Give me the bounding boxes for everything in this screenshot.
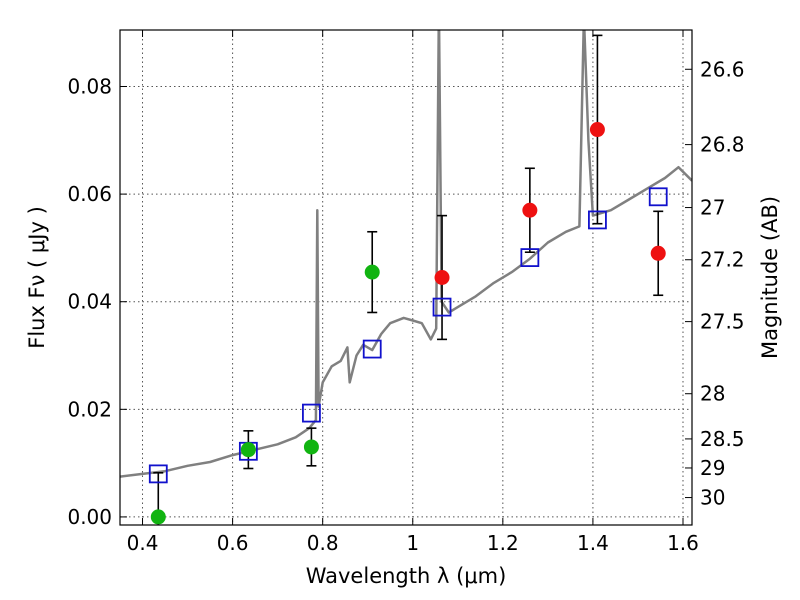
observed-point-green [240,442,256,458]
y-axis-label: Flux Fν ( μJy ) [25,206,49,349]
x-tick-label: 1.2 [487,531,519,555]
x-axis-label: Wavelength λ (μm) [306,564,507,588]
x-tick-label: 0.8 [307,531,339,555]
observed-point-red [522,202,538,218]
data-markers [148,34,668,525]
y2-axis-label: Magnitude (AB) [758,196,782,359]
model-point [302,403,321,423]
x-tick-label: 1.4 [577,531,609,555]
observed-point-red [589,122,605,138]
model-point [520,248,540,267]
observed-point-green [303,439,319,455]
x-tick-label: 1 [406,531,419,555]
y-tick-label: 0.02 [67,397,112,421]
y-tick-label: 0.00 [67,505,112,529]
y2-tick-label: 27.2 [700,248,745,272]
x-tick-label: 0.6 [217,531,249,555]
model-point [648,187,668,207]
observed-point-red [434,270,450,285]
y-tick-label: 0.04 [67,290,112,314]
axis-ticks: 0.4 0.6 0.8 1 1.2 1.4 1.6 0.00 0.02 0.04 0.06 0.08 2… [67,30,745,555]
observed-point-green [150,509,166,525]
model-point [432,297,452,317]
y2-tick-label: 29 [700,456,725,480]
model-point [588,210,607,230]
plot-frame [119,29,693,526]
x-tick-label: 0.4 [127,531,159,555]
model-point [148,464,168,484]
model-spectrum [120,30,692,478]
observed-point-red [650,245,666,261]
y2-tick-label: 26.8 [700,133,745,157]
y-tick-label: 0.06 [67,182,112,206]
observed-point-green [364,264,380,280]
grid [120,30,692,525]
y2-tick-label: 27.5 [700,310,745,334]
y2-tick-label: 28.5 [700,427,745,451]
y2-tick-label: 27 [700,196,725,220]
y2-tick-label: 30 [700,486,725,510]
y-tick-label: 0.08 [67,74,112,98]
spectrum-line [120,30,692,478]
model-point [362,339,382,359]
y2-tick-label: 28 [700,382,725,406]
x-tick-label: 1.6 [667,531,699,555]
y2-tick-label: 26.6 [700,57,745,81]
